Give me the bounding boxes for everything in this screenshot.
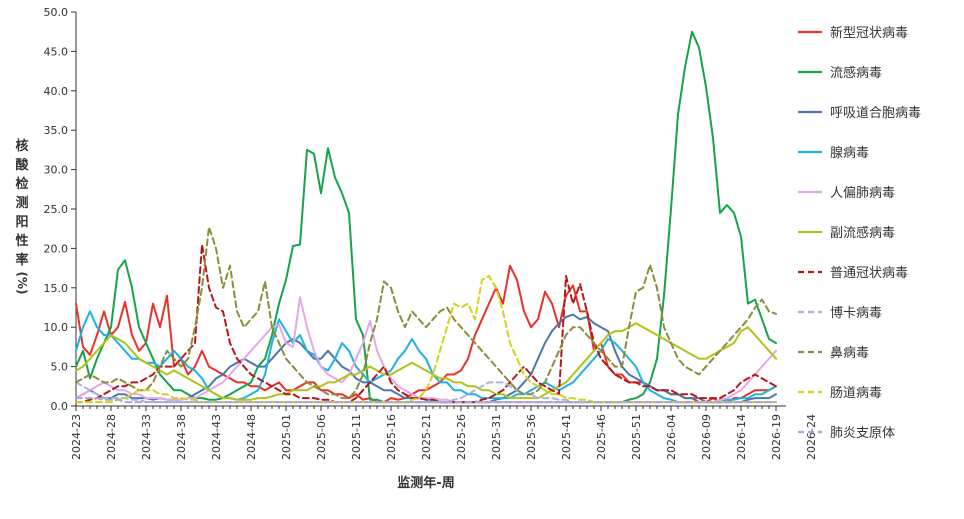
y-tick-label: 5.0 xyxy=(51,361,69,374)
x-tick-label: 2024-28 xyxy=(105,414,118,460)
x-tick-label: 2025-46 xyxy=(595,414,608,460)
y-axis-title-char: 核 xyxy=(15,138,28,154)
y-axis-title-unit: (%) xyxy=(15,272,29,295)
y-tick-label: 30.0 xyxy=(44,164,69,177)
x-axis-title: 监测年-周 xyxy=(397,475,454,491)
y-tick-label: 0.0 xyxy=(51,400,69,413)
x-tick-label: 2024-43 xyxy=(210,414,223,460)
legend-label: 腺病毒 xyxy=(830,146,869,161)
series-line-1 xyxy=(75,264,777,404)
x-tick-label: 2026-24 xyxy=(805,414,818,460)
y-tick-label: 40.0 xyxy=(44,85,69,98)
series-line-2 xyxy=(75,30,777,404)
y-axis-title-char: 酸 xyxy=(15,157,29,173)
x-tick-label: 2024-23 xyxy=(70,414,83,460)
y-tick-label: 20.0 xyxy=(44,242,69,255)
legend-label: 人偏肺病毒 xyxy=(830,186,895,201)
x-tick-label: 2024-48 xyxy=(245,414,258,460)
legend-label: 新型冠状病毒 xyxy=(830,25,908,41)
x-tick-label: 2025-21 xyxy=(420,414,433,460)
y-axis-title-char: 性 xyxy=(15,233,28,249)
x-tick-label: 2025-51 xyxy=(630,414,643,460)
legend-label: 副流感病毒 xyxy=(830,225,895,241)
x-tick-label: 2026-19 xyxy=(770,414,783,460)
legend-label: 流感病毒 xyxy=(830,65,882,81)
legend-label: 博卡病毒 xyxy=(830,306,882,321)
x-tick-label: 2026-09 xyxy=(700,414,713,460)
x-tick-label: 2024-33 xyxy=(140,414,153,460)
legend-label: 鼻病毒 xyxy=(830,345,869,361)
x-tick-label: 2025-36 xyxy=(525,414,538,460)
y-axis-title-char: 阳 xyxy=(15,215,28,230)
y-tick-label: 25.0 xyxy=(44,203,69,216)
series-line-6 xyxy=(75,322,777,401)
series-line-7 xyxy=(75,243,777,404)
x-tick-label: 2026-14 xyxy=(735,414,748,460)
y-tick-label: 50.0 xyxy=(44,6,69,19)
series-line-9 xyxy=(75,226,777,400)
x-tick-label: 2025-26 xyxy=(455,414,468,460)
legend: 新型冠状病毒流感病毒呼吸道合胞病毒腺病毒人偏肺病毒副流感病毒普通冠状病毒博卡病毒… xyxy=(798,25,921,441)
axes-layer: 0.0 5.0 10.0 15.0 20.0 25.0 30.0 35.0 40.0 45.0 50… xyxy=(44,6,819,460)
legend-label: 肠道病毒 xyxy=(830,386,882,401)
y-tick-label: 15.0 xyxy=(44,282,69,295)
legend-label: 肺炎支原体 xyxy=(830,426,895,441)
x-tick-label: 2025-06 xyxy=(315,414,328,460)
series-layer xyxy=(75,30,777,404)
series-line-10 xyxy=(75,275,777,404)
y-axis-title-char: 检 xyxy=(15,176,28,192)
y-tick-label: 10.0 xyxy=(44,321,69,334)
x-tick-label: 2025-16 xyxy=(385,414,398,460)
x-tick-label: 2026-04 xyxy=(665,414,678,460)
y-tick-label: 45.0 xyxy=(44,45,69,58)
legend-label: 呼吸道合胞病毒 xyxy=(830,106,921,121)
series-line-5 xyxy=(75,296,777,404)
legend-label: 普通冠状病毒 xyxy=(830,266,908,281)
x-tick-label: 2025-11 xyxy=(350,414,363,460)
x-tick-label: 2025-41 xyxy=(560,414,573,460)
series-line-11 xyxy=(75,397,777,404)
y-axis-title-char: 率 xyxy=(15,252,28,268)
x-tick-label: 2024-38 xyxy=(175,414,188,460)
x-tick-label: 2025-01 xyxy=(280,414,293,460)
x-tick-label: 2025-31 xyxy=(490,414,503,460)
y-tick-label: 35.0 xyxy=(44,124,69,137)
series-line-4 xyxy=(75,310,777,404)
y-axis-title-char: 测 xyxy=(15,195,28,211)
